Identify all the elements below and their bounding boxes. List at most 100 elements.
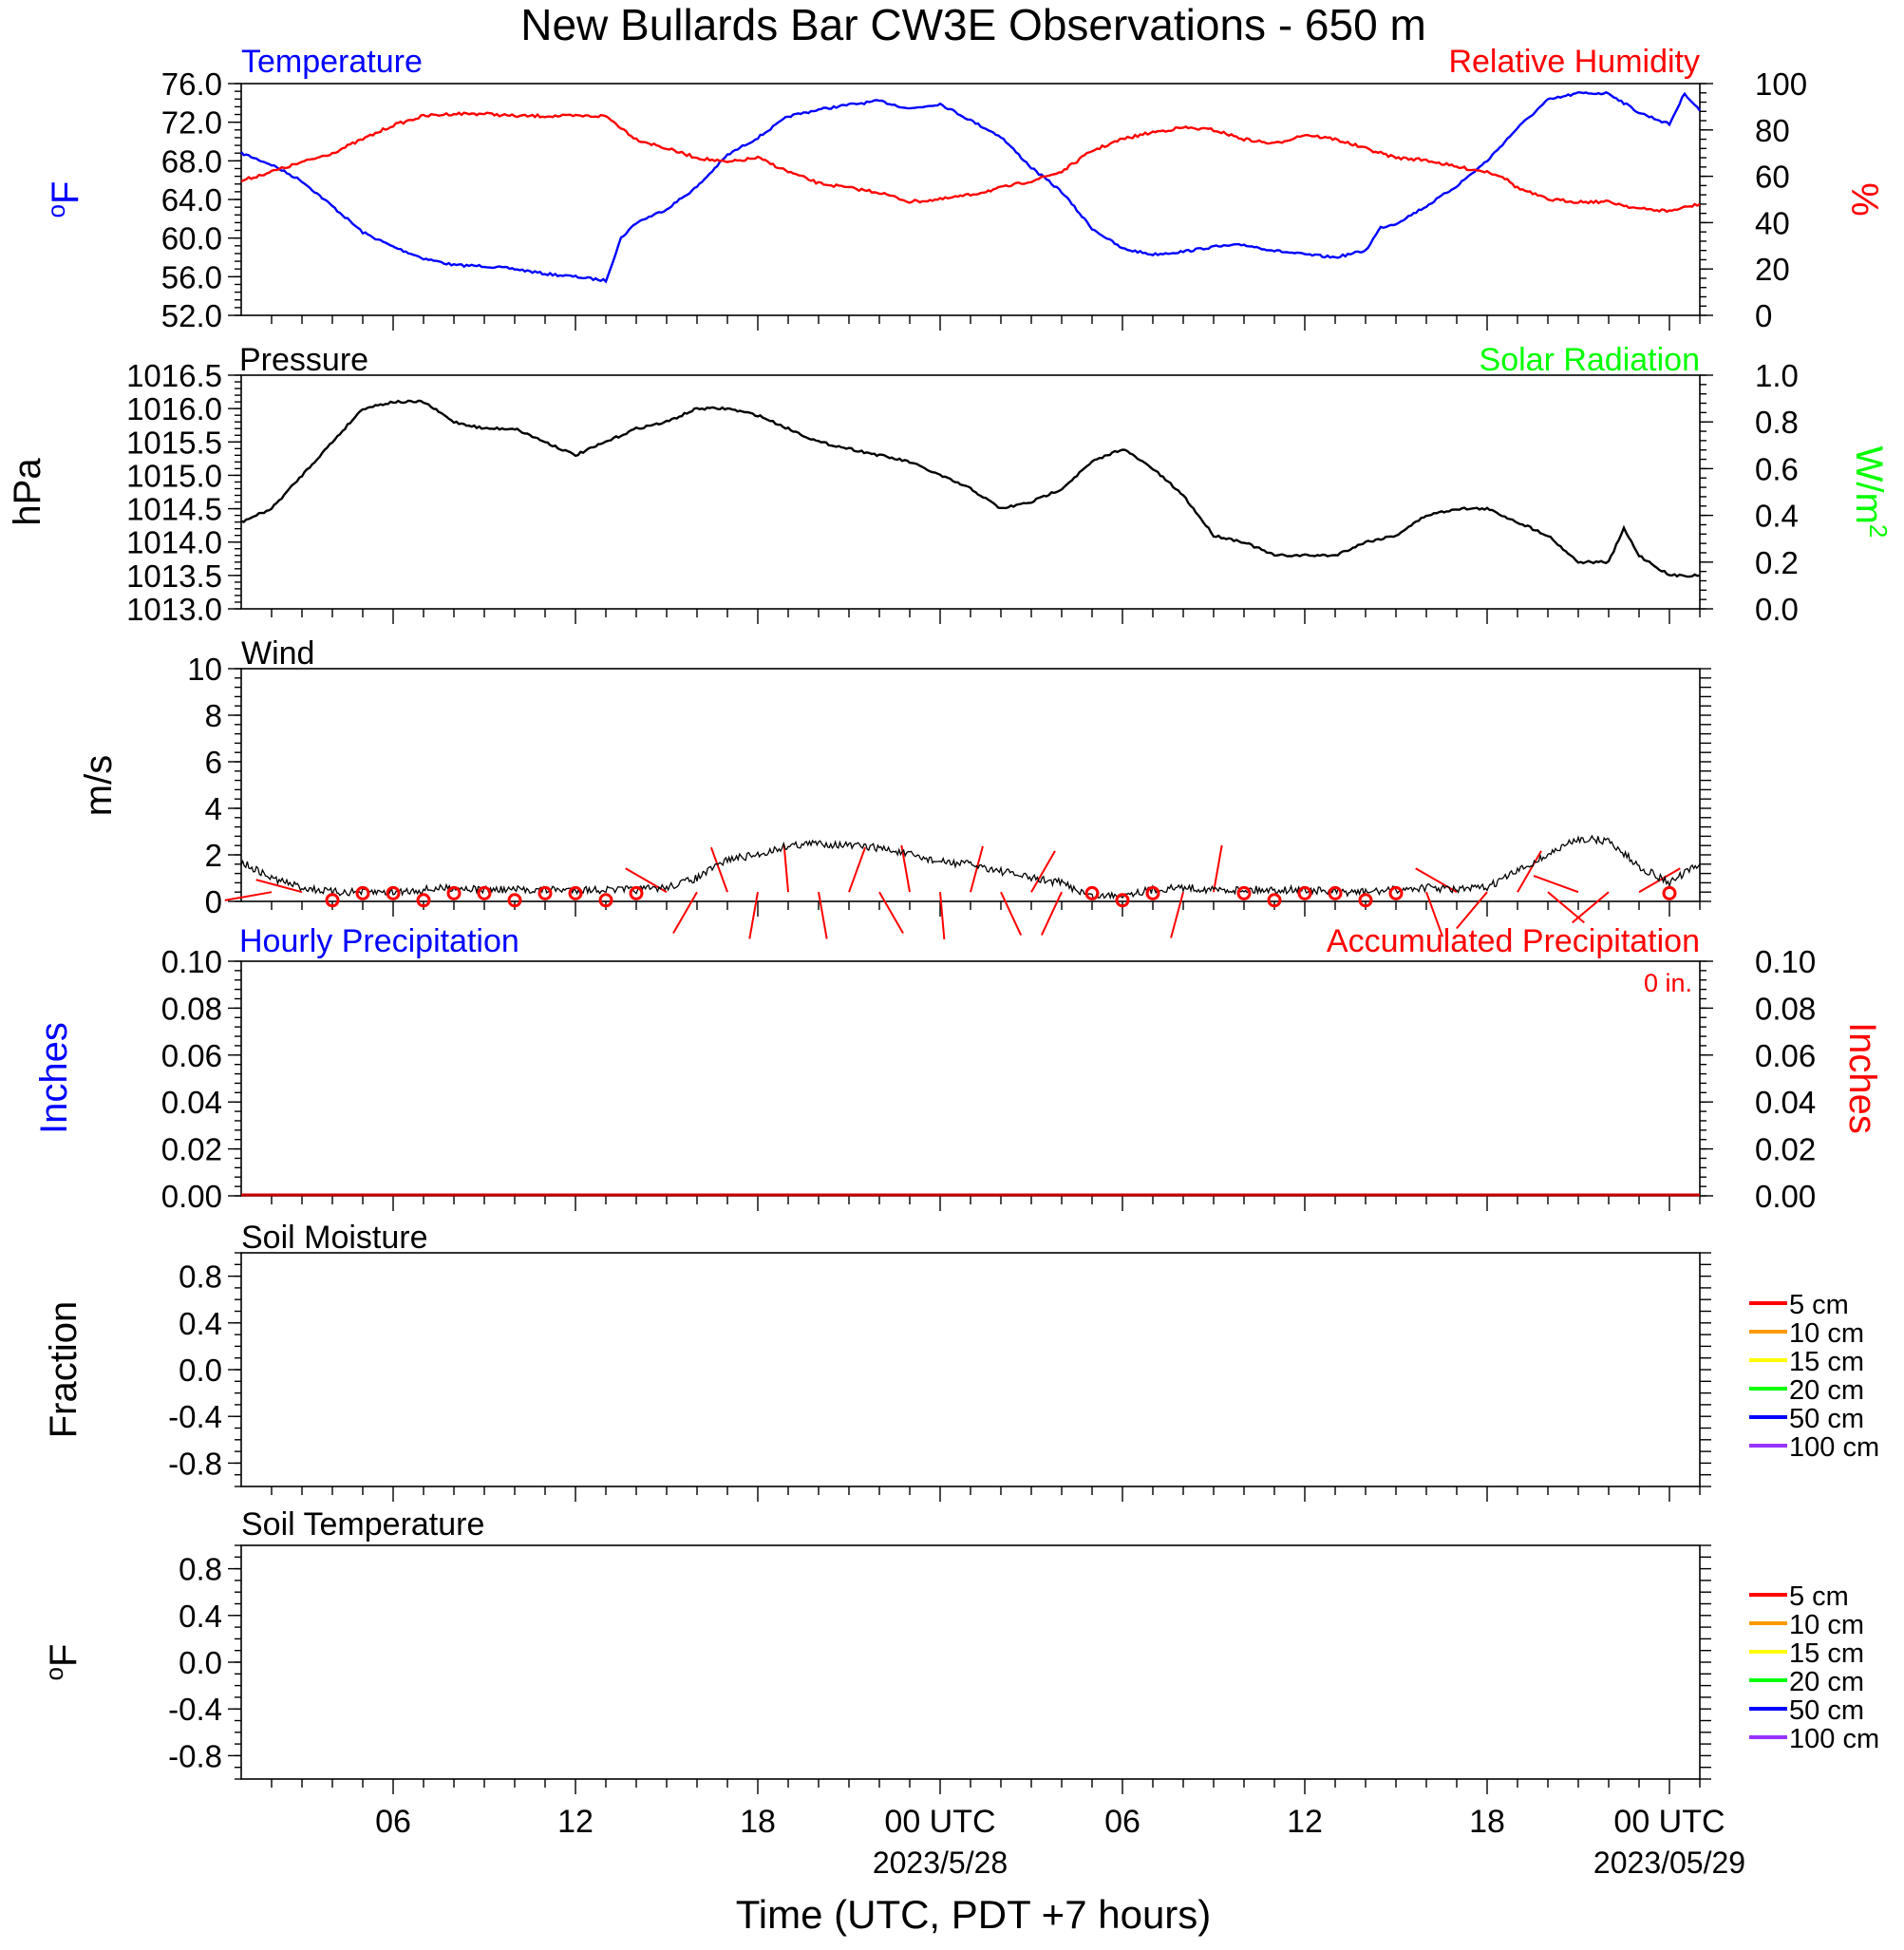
calm-wind-marker (568, 885, 583, 900)
y-right-tick-label: 0 (1755, 298, 1772, 333)
y-right-tick-label: 0.8 (1755, 405, 1799, 440)
wind-barbs (224, 844, 1681, 940)
panel-wind: Wind m/s 0 2 4 6 8 10 (78, 635, 1711, 940)
soil-temperature-right-ticks (1700, 1544, 1711, 1780)
relative-humidity-title: Relative Humidity (1448, 44, 1700, 80)
soil-moisture-title: Soil Moisture (241, 1220, 428, 1256)
wind-axis-ticks: 0 2 4 6 8 10 (187, 652, 1701, 919)
y-tick-label: 0.8 (179, 1552, 222, 1587)
wind-direction-barb (1533, 875, 1579, 894)
temperature-line (240, 90, 1701, 284)
y-tick-label: 56.0 (161, 259, 222, 294)
calm-wind-marker (325, 893, 340, 908)
y-right-tick-label: 0.10 (1755, 944, 1816, 979)
soil-temperature-unit: oF (40, 1644, 85, 1681)
calm-wind-markers (325, 885, 1677, 908)
y-tick-label: 1015.5 (126, 425, 222, 460)
soil-moisture-axis-ticks: -0.8 -0.4 0.0 0.4 0.8 (168, 1252, 1701, 1502)
legend-label: 10 cm (1789, 1318, 1864, 1349)
legend-label: 100 cm (1789, 1432, 1879, 1463)
legend-label: 100 cm (1789, 1724, 1879, 1754)
y-tick-label: 10 (187, 652, 222, 687)
y-tick-label: 64.0 (161, 182, 222, 218)
legend-label: 15 cm (1789, 1638, 1864, 1669)
y-tick-label: 1015.0 (126, 458, 222, 493)
wind-direction-barb (818, 892, 828, 939)
wind-direction-barb (1170, 891, 1184, 938)
x-tick-label: 12 (557, 1804, 594, 1840)
calm-wind-marker (1297, 885, 1312, 900)
calm-wind-marker (537, 885, 553, 900)
pressure-axis-ticks: 1013.01013.51014.01014.51015.01015.51016… (126, 358, 1701, 627)
wind-direction-barb (1425, 891, 1444, 937)
wind-direction-barb (878, 891, 904, 935)
x-tick-label: 18 (740, 1804, 776, 1840)
wind-direction-barb (672, 891, 698, 935)
accum-precip-total: 0 in. (1644, 969, 1692, 997)
y-right-tick-label: 60 (1755, 160, 1790, 195)
y-tick-label: 8 (205, 698, 222, 733)
calm-wind-marker (1267, 893, 1282, 908)
y-tick-label: 1014.0 (126, 525, 222, 560)
soil-temperature-axis-ticks: -0.8 -0.4 0.0 0.4 0.8 (168, 1544, 1701, 1794)
wind-direction-barb (748, 892, 759, 939)
calm-wind-marker (1084, 885, 1100, 900)
panel-wind-frame (240, 668, 1701, 902)
y-tick-label: 1016.0 (126, 391, 222, 426)
y-right-tick-label: 0.08 (1755, 991, 1816, 1026)
pressure-title: Pressure (239, 342, 368, 378)
solar-axis-ticks: 0.0 0.2 0.4 0.6 0.8 1.0 (1700, 358, 1799, 627)
soil-moisture-unit: Fraction (43, 1301, 85, 1439)
calm-wind-marker (598, 893, 613, 908)
wind-direction-barb (1517, 850, 1542, 893)
legend-label: 50 cm (1789, 1404, 1864, 1434)
y-right-tick-label: 20 (1755, 252, 1790, 287)
panel-soil-moisture: Soil Moisture Fraction -0.8 -0.4 0.0 0.4 0.8… (43, 1220, 1879, 1502)
y-tick-label: 1016.5 (126, 358, 222, 393)
wind-direction-barb (900, 844, 911, 893)
y-right-tick-label: 0.04 (1755, 1085, 1816, 1120)
hourly-precip-unit: Inches (33, 1022, 75, 1134)
wind-direction-barb (709, 846, 728, 893)
temperature-unit: oF (42, 181, 86, 218)
panel-pressure: Pressure Solar Radiation hPa W/m2 1013.0… (7, 342, 1893, 627)
calm-wind-marker (1115, 893, 1130, 908)
calm-wind-marker (1145, 885, 1160, 900)
y-tick-label: 0.04 (161, 1085, 222, 1120)
calm-wind-marker (1236, 885, 1252, 900)
legend-label: 15 cm (1789, 1347, 1864, 1377)
temperature-title: Temperature (241, 44, 423, 80)
y-right-tick-label: 100 (1755, 66, 1807, 102)
calm-wind-marker (386, 885, 401, 900)
y-tick-label: 0.4 (179, 1599, 222, 1634)
legend-label: 5 cm (1789, 1290, 1849, 1320)
calm-wind-marker (1662, 885, 1677, 900)
panel-precipitation-frame (240, 960, 1701, 1197)
panel-pressure-frame (240, 374, 1701, 610)
calm-wind-marker (507, 893, 522, 908)
calm-wind-marker (416, 893, 431, 908)
calm-wind-marker (1358, 893, 1373, 908)
y-tick-label: 0.0 (179, 1645, 222, 1680)
wind-direction-barb (782, 844, 789, 893)
y-tick-label: 0.02 (161, 1132, 222, 1167)
wind-right-minor-ticks (1700, 668, 1711, 902)
x-axis-label: Time (UTC, PDT +7 hours) (736, 1892, 1212, 1937)
y-tick-label: 4 (205, 791, 222, 826)
y-tick-label: -0.4 (168, 1692, 222, 1727)
hourly-precip-title: Hourly Precipitation (239, 923, 519, 959)
y-tick-label: 6 (205, 745, 222, 780)
legend-label: 20 cm (1789, 1667, 1864, 1697)
calm-wind-marker (477, 885, 492, 900)
wind-direction-barb (1030, 850, 1056, 893)
wind-direction-barb (224, 891, 273, 901)
y-right-tick-label: 0.4 (1755, 499, 1799, 534)
wind-direction-barb (1638, 867, 1681, 894)
y-tick-label: 0 (205, 884, 222, 919)
accum-precip-axis-ticks: 0.00 0.02 0.04 0.06 0.08 0.10 (1700, 944, 1816, 1214)
y-tick-label: 0.8 (179, 1259, 222, 1295)
y-tick-label: 0.06 (161, 1038, 222, 1073)
wind-direction-barb (255, 879, 303, 894)
